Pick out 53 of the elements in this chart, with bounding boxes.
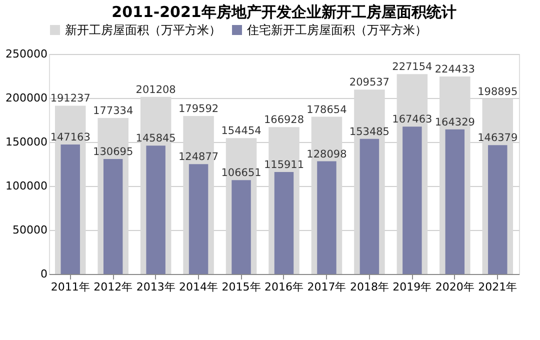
bar bbox=[402, 126, 422, 274]
data-label: 145845 bbox=[136, 132, 176, 145]
legend-label: 住宅新开工房屋面积（万平方米） bbox=[246, 23, 427, 37]
data-label: 106651 bbox=[221, 167, 262, 180]
data-label: 179592 bbox=[178, 102, 219, 115]
data-label: 154454 bbox=[221, 125, 262, 138]
data-label: 191237 bbox=[50, 92, 90, 105]
x-tick-label: 2013年 bbox=[136, 280, 176, 294]
data-label: 224433 bbox=[434, 64, 475, 76]
bar bbox=[274, 172, 294, 274]
data-label: 178654 bbox=[306, 104, 348, 116]
data-label: 130695 bbox=[93, 146, 134, 158]
y-tick-label: 250000 bbox=[6, 48, 48, 60]
bar bbox=[60, 144, 80, 274]
x-tick-label: 2011年 bbox=[50, 280, 90, 294]
x-tick-label: 2015年 bbox=[222, 280, 261, 294]
bar bbox=[488, 145, 508, 274]
legend-label: 新开工房屋面积（万平方米） bbox=[65, 23, 221, 37]
y-tick-label: 200000 bbox=[6, 92, 48, 104]
data-label: 164329 bbox=[434, 116, 475, 128]
data-label: 147163 bbox=[50, 131, 90, 144]
bar bbox=[360, 138, 380, 274]
data-label: 209537 bbox=[349, 76, 390, 89]
data-label: 167463 bbox=[392, 114, 432, 126]
bar bbox=[232, 180, 251, 274]
x-tick-label: 2012年 bbox=[94, 280, 133, 294]
y-tick-label: 0 bbox=[40, 268, 48, 280]
x-tick-label: 2014年 bbox=[179, 280, 218, 294]
bar bbox=[146, 146, 166, 274]
x-tick-label: 2017年 bbox=[307, 280, 346, 294]
y-tick-label: 50000 bbox=[12, 224, 48, 236]
x-tick-label: 2018年 bbox=[350, 280, 389, 294]
x-tick-label: 2020年 bbox=[435, 280, 474, 294]
bar bbox=[103, 158, 123, 274]
bar bbox=[317, 161, 336, 274]
data-label: 124877 bbox=[178, 151, 219, 164]
y-tick-label: 100000 bbox=[6, 180, 48, 192]
x-tick-label: 2019年 bbox=[392, 280, 432, 294]
data-label: 153485 bbox=[349, 126, 390, 138]
y-tick-label: 150000 bbox=[6, 136, 48, 148]
data-label: 227154 bbox=[392, 61, 433, 74]
data-label: 128098 bbox=[306, 148, 347, 160]
chart-title: 2011-2021年房地产开发企业新开工房屋面积统计 bbox=[112, 3, 456, 21]
data-label: 201208 bbox=[136, 84, 176, 96]
data-label: 198895 bbox=[478, 86, 518, 98]
data-label: 115911 bbox=[264, 159, 304, 171]
data-label: 146379 bbox=[478, 132, 518, 144]
bar bbox=[188, 164, 208, 274]
x-tick-label: 2016年 bbox=[264, 280, 304, 294]
data-label: 166928 bbox=[264, 114, 304, 126]
x-tick-label: 2021年 bbox=[478, 280, 518, 294]
data-label: 177334 bbox=[93, 104, 134, 117]
bar bbox=[445, 129, 465, 274]
